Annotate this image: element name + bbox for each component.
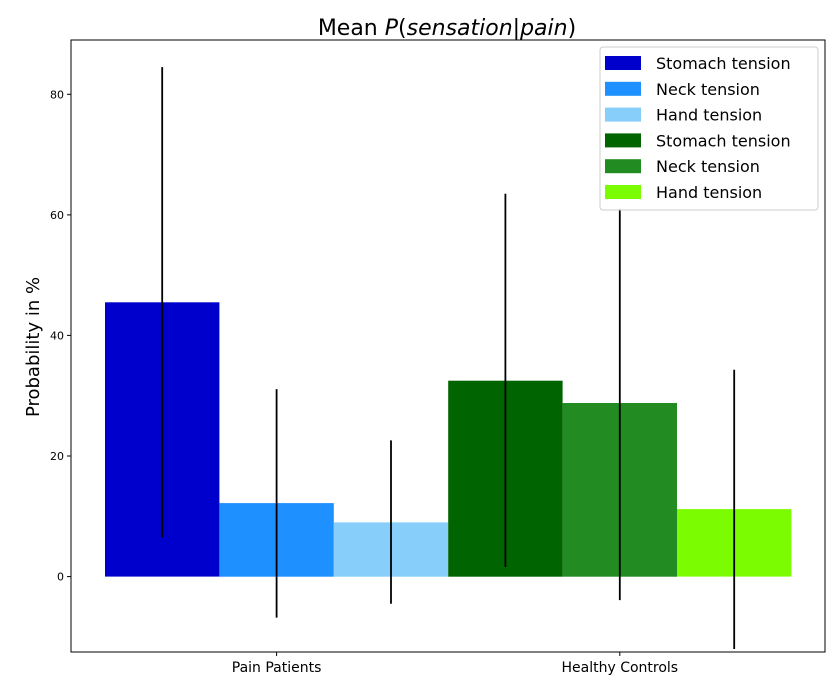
legend-swatch-3 [605, 133, 641, 148]
axes: 0 20 40 60 80 Pain Patients Healthy Controls [50, 39, 826, 676]
legend-swatch-0 [605, 56, 641, 70]
legend-label-5: Hand tension [656, 183, 762, 202]
legend-label-1: Neck tension [656, 80, 760, 99]
y-tick-label-4: 80 [50, 88, 64, 101]
chart-title-math-lparen: ( [398, 16, 407, 41]
legend-swatch-1 [605, 81, 641, 96]
x-tick-label-1: Healthy Controls [561, 660, 678, 676]
y-axis-label: Probability in % [23, 277, 44, 417]
chart-title-math-p: P [385, 16, 399, 41]
y-tick-label-0: 0 [57, 571, 64, 584]
chart-title-math-sensation: sensation [407, 16, 513, 41]
legend-swatch-4 [605, 159, 641, 174]
chart-title-math-rparen: ) [568, 16, 577, 41]
y-tick-label-3: 60 [50, 209, 64, 222]
chart-title-math-pain: pain [519, 16, 568, 41]
legend-box [599, 46, 819, 211]
chart-title: Mean P(sensation|pain) [318, 16, 576, 41]
chart-title-prefix: Mean [318, 16, 385, 41]
legend-label-3: Stomach tension [656, 131, 791, 150]
legend-label-2: Hand tension [656, 106, 762, 125]
legend-swatch-2 [605, 107, 641, 122]
axes-frame [70, 39, 826, 653]
y-tick-label-2: 40 [50, 329, 64, 342]
y-tick-label-1: 20 [50, 450, 64, 463]
legend-label-4: Neck tension [656, 157, 760, 176]
legend-swatch-5 [605, 185, 641, 199]
chart-title-math-bar: | [513, 16, 520, 41]
legend-label-0: Stomach tension [656, 54, 791, 73]
legend: Stomach tension Neck tension Hand tension S… [599, 46, 819, 211]
plot-area [105, 67, 792, 649]
x-tick-label-0: Pain Patients [232, 660, 322, 676]
